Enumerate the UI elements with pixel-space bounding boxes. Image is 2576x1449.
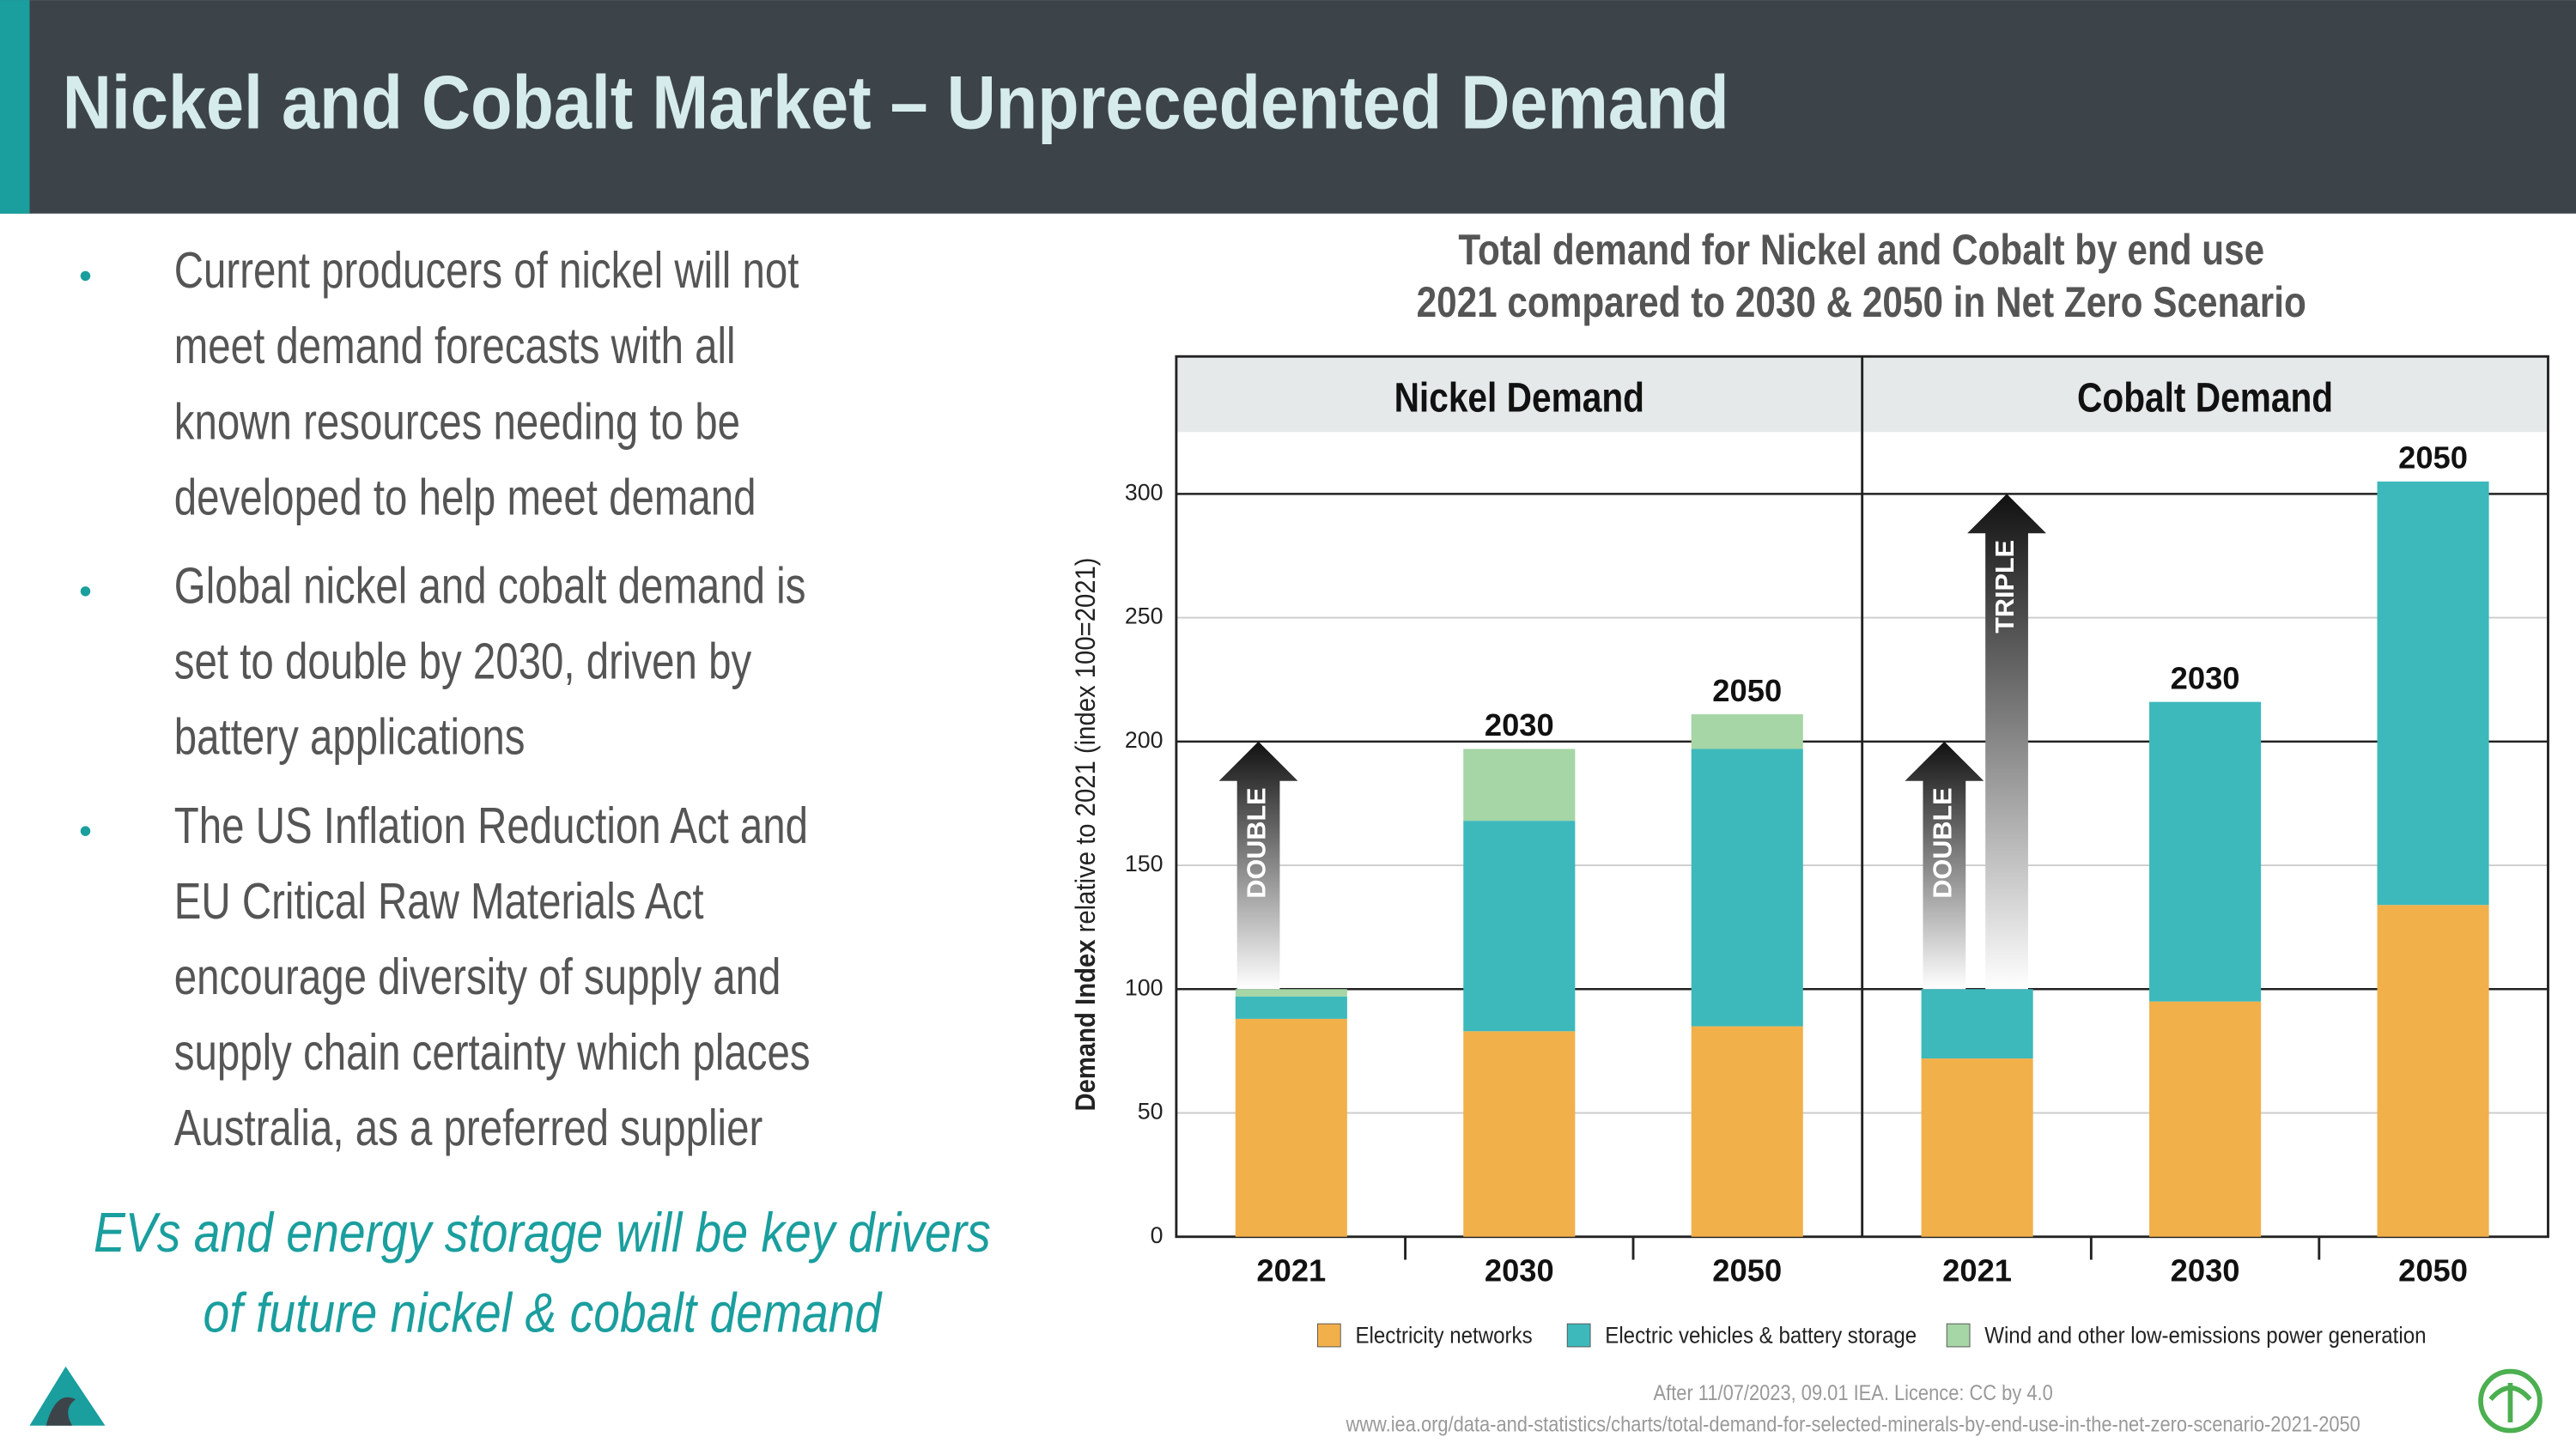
x-tick-label: 2030 xyxy=(1485,1252,1554,1288)
x-tick-label: 2030 xyxy=(2171,1252,2240,1288)
panel-title: Cobalt Demand xyxy=(2077,375,2333,421)
bar-segment xyxy=(1463,749,1576,822)
annotation-arrow xyxy=(1905,741,1984,990)
bar-segment xyxy=(2377,481,2489,906)
x-tick-label: 2021 xyxy=(1942,1252,2012,1288)
bullet-text: Australia, as a preferred supplier xyxy=(174,1100,762,1156)
bullet-text: developed to help meet demand xyxy=(174,469,756,525)
bar-segment xyxy=(1691,1026,1803,1237)
x-tick-label: 2021 xyxy=(1256,1252,1326,1288)
bullet-dot xyxy=(80,826,91,836)
bar-label: 2030 xyxy=(1485,707,1554,743)
bar-segment xyxy=(1235,989,1347,997)
source-note: After 11/07/2023, 09.01 IEA. Licence: CC… xyxy=(1654,1381,2053,1405)
tagline: EVs and energy storage will be key drive… xyxy=(94,1201,991,1264)
annotation-text: DOUBLE xyxy=(1242,787,1272,898)
y-axis-label-part: relative to 2021 (index 100=2021) xyxy=(1070,557,1102,939)
annotation-arrow xyxy=(1218,741,1298,990)
annotation-text: TRIPLE xyxy=(1990,540,2020,634)
bullet-text: Global nickel and cobalt demand is xyxy=(174,558,806,615)
bullet-text: set to double by 2030, driven by xyxy=(174,634,752,690)
chart-title: 2021 compared to 2030 & 2050 in Net Zero… xyxy=(1417,278,2306,326)
panel-title: Nickel Demand xyxy=(1394,375,1644,421)
bullet-text: EU Critical Raw Materials Act xyxy=(174,873,704,930)
y-tick-label: 0 xyxy=(1151,1222,1163,1248)
y-tick-label: 50 xyxy=(1138,1099,1163,1125)
bullet-text: supply chain certainty which places xyxy=(174,1024,811,1081)
bar-segment xyxy=(1691,749,1803,1027)
legend-swatch xyxy=(1316,1323,1341,1348)
legend-label: Wind and other low-emissions power gener… xyxy=(1984,1323,2426,1348)
bar-segment xyxy=(2149,701,2262,1002)
bullet-text: battery applications xyxy=(174,709,526,766)
bullet-text: The US Inflation Reduction Act and xyxy=(174,797,808,854)
bar-segment xyxy=(1921,1058,2033,1237)
chart-title: Total demand for Nickel and Cobalt by en… xyxy=(1458,226,2264,274)
bar-segment xyxy=(1463,821,1576,1032)
bar-label: 2050 xyxy=(1712,673,1782,708)
bar-segment xyxy=(1235,1018,1347,1237)
bar-segment xyxy=(1691,714,1803,749)
bar-segment xyxy=(1463,1031,1576,1237)
x-tick-label: 2050 xyxy=(2398,1252,2468,1288)
bar-segment xyxy=(2149,1001,2262,1237)
bullet-text: known resources needing to be xyxy=(174,393,740,450)
bar-label: 2030 xyxy=(2171,660,2240,695)
legend-swatch xyxy=(1946,1323,1971,1348)
y-axis-label: Demand Index relative to 2021 (index 100… xyxy=(1070,557,1102,1111)
legend-label: Electricity networks xyxy=(1355,1323,1532,1348)
y-tick-label: 100 xyxy=(1125,974,1163,1000)
header-bar xyxy=(0,0,2576,214)
legend-swatch xyxy=(1566,1323,1591,1348)
legend-label: Electric vehicles & battery storage xyxy=(1605,1323,1917,1348)
bar-segment xyxy=(2377,905,2489,1237)
y-tick-label: 200 xyxy=(1125,727,1163,753)
logo-left xyxy=(29,1366,106,1426)
bar-label: 2050 xyxy=(2398,440,2468,476)
bullet-dot xyxy=(80,270,91,282)
bar-segment xyxy=(1921,989,2033,1059)
logo-right xyxy=(2478,1368,2543,1434)
annotation-text: DOUBLE xyxy=(1928,787,1957,898)
bullet-text: encourage diversity of supply and xyxy=(174,949,781,1005)
bullet-text: Current producers of nickel will not xyxy=(174,242,799,299)
y-tick-label: 300 xyxy=(1125,479,1163,505)
y-tick-label: 150 xyxy=(1125,851,1163,876)
annotation-arrow xyxy=(1967,494,2046,990)
y-axis-label-part: Demand Index xyxy=(1070,939,1102,1111)
header-accent xyxy=(0,0,30,214)
bar-segment xyxy=(1235,996,1347,1019)
bullet-text: meet demand forecasts with all xyxy=(174,318,736,374)
bullet-dot xyxy=(80,586,91,597)
slide-title: Nickel and Cobalt Market – Unprecedented… xyxy=(63,60,1729,145)
source-note: www.iea.org/data-and-statistics/charts/t… xyxy=(1346,1412,2360,1436)
tagline: of future nickel & cobalt demand xyxy=(203,1281,883,1343)
y-tick-label: 250 xyxy=(1125,603,1163,629)
x-tick-label: 2050 xyxy=(1712,1252,1782,1288)
